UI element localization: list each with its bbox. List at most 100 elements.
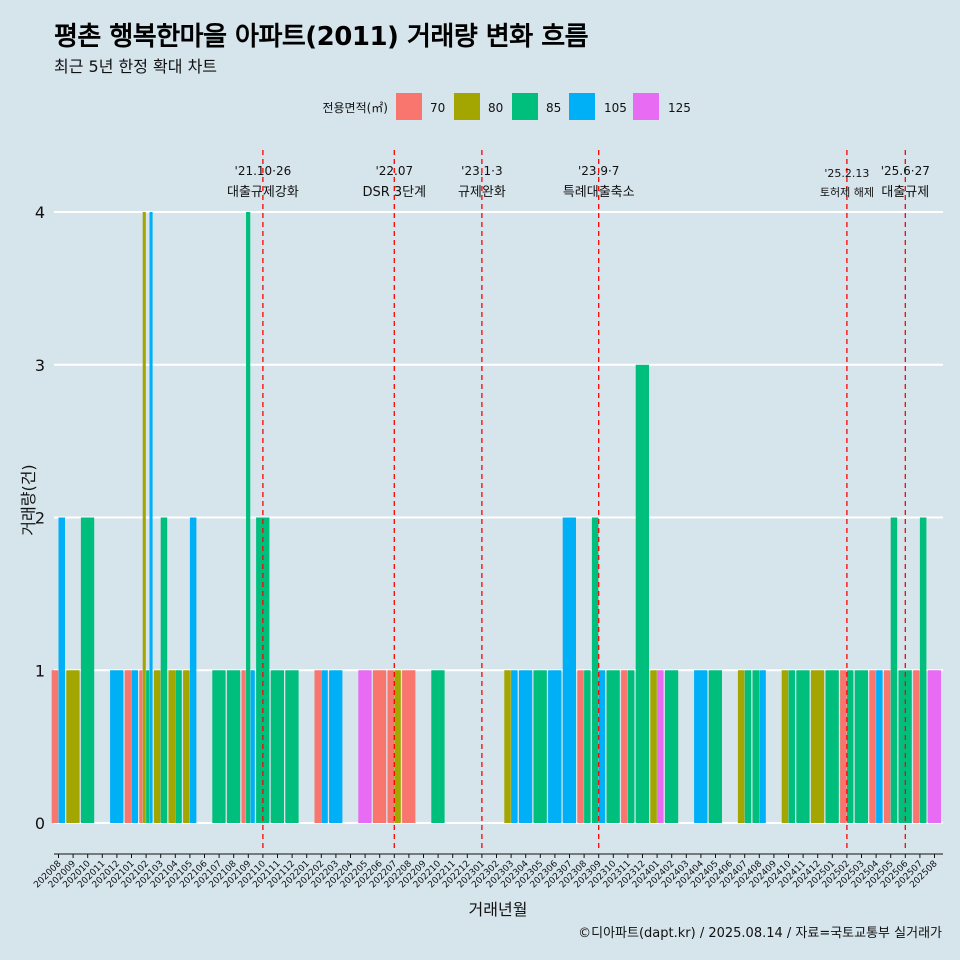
bar-202108-85: [226, 670, 241, 823]
chart-subtitle: 최근 5년 한정 확대 차트: [54, 57, 218, 76]
bar-202109-105: [250, 670, 255, 823]
bar-202308-70: [577, 670, 584, 823]
axes: 2020082020092020102020112020122021012021…: [19, 464, 943, 919]
bar-202407-85: [744, 670, 752, 823]
bar-202410-85: [788, 670, 795, 823]
bar-202102-70: [139, 670, 143, 823]
bar-202502-70: [840, 670, 847, 823]
y-tick-label: 2: [35, 509, 45, 528]
y-tick-label: 0: [35, 814, 45, 833]
bar-202112-85: [285, 670, 299, 823]
bar-202102-105: [149, 212, 153, 823]
bar-202103-85: [160, 517, 168, 823]
bar-202105-80: [183, 670, 190, 823]
bar-202404-105: [694, 670, 708, 823]
bar-202210-85: [431, 670, 445, 823]
bar-202410-80: [781, 670, 789, 823]
y-tick-label: 3: [35, 356, 45, 375]
bar-202304-105: [518, 670, 533, 823]
bar-202507-85: [919, 517, 927, 823]
bar-202009-80: [66, 670, 80, 823]
y-tick-label: 4: [35, 203, 45, 222]
bar-202311-85: [627, 670, 635, 823]
bar-202307-105: [562, 517, 576, 823]
legend-label-105: 105: [604, 101, 627, 115]
bar-202111-85: [270, 670, 284, 823]
bar-202308-85: [584, 670, 591, 823]
event-date-label: '21.10·26: [235, 164, 292, 178]
x-axis-title: 거래년월: [469, 900, 528, 919]
bar-202303-105: [511, 670, 518, 823]
bar-202508-125: [927, 670, 941, 823]
legend-swatch-80: [454, 93, 480, 120]
event-label: DSR 3단계: [362, 185, 426, 200]
event-date-label: '23.9·7: [578, 164, 619, 178]
bar-202208-70: [402, 670, 416, 823]
bar-202407-80: [737, 670, 745, 823]
bar-202402-85: [664, 670, 679, 823]
legend-swatch-85: [512, 93, 538, 120]
bar-202505-70: [883, 670, 891, 823]
event-date-label: '22.07: [375, 164, 413, 178]
bar-202504-105: [876, 670, 883, 823]
bar-202501-85: [825, 670, 839, 823]
bar-202102-85: [146, 670, 150, 823]
legend: 전용면적(㎡) 70 80 85 105 125: [322, 93, 691, 120]
legend-title: 전용면적(㎡): [322, 101, 388, 115]
bar-202109-85: [246, 212, 251, 823]
bar-202203-105: [329, 670, 343, 823]
bar-202408-105: [759, 670, 766, 823]
bar-202411-85: [796, 670, 810, 823]
source-caption: ©디아파트(dapt.kr) / 2025.08.14 / 자료=국토교통부 실…: [578, 926, 942, 941]
bar-202303-80: [504, 670, 511, 823]
bar-202102-80: [142, 212, 146, 823]
bar-202504-70: [869, 670, 876, 823]
bar-202309-85: [591, 517, 599, 823]
event-label: 특례대출축소: [563, 185, 635, 200]
bar-202405-85: [708, 670, 722, 823]
bar-202401-80: [650, 670, 657, 823]
event-label: 규제완화: [458, 185, 506, 200]
bar-202207-80: [394, 670, 401, 823]
event-date-label: '23.1·3: [461, 164, 502, 178]
bar-202503-85: [854, 670, 868, 823]
bar-202310-85: [606, 670, 620, 823]
legend-label-70: 70: [430, 101, 445, 115]
y-tick-label: 1: [35, 661, 45, 680]
bar-202408-85: [752, 670, 759, 823]
bar-202008-70: [51, 670, 59, 823]
bar-202008-105: [58, 517, 65, 823]
y-axis-title: 거래량(건): [19, 464, 38, 535]
bar-202312-85: [635, 364, 649, 823]
bar-202109-70: [241, 670, 246, 823]
bar-202311-70: [621, 670, 628, 823]
legend-label-85: 85: [546, 101, 561, 115]
chart-title: 평촌 행복한마을 아파트(2011) 거래량 변화 흐름: [54, 22, 589, 52]
legend-swatch-125: [633, 93, 659, 120]
event-date-label: '25.6·27: [881, 164, 930, 178]
bar-202101-105: [131, 670, 138, 823]
bar-202502-85: [846, 670, 854, 823]
bar-202507-70: [913, 670, 920, 823]
bar-202104-85: [175, 670, 182, 823]
event-markers: '21.10·26 대출규제강화 '22.07 DSR 3단계 '23.1·3 규제완화 '…: [227, 150, 930, 850]
event-label: 토허제 해제: [820, 185, 874, 199]
bar-202101-70: [124, 670, 132, 823]
bar-202412-80: [810, 670, 825, 823]
bar-202305-85: [533, 670, 547, 823]
bar-202107-85: [212, 670, 226, 823]
bar-202104-80: [168, 670, 175, 823]
legend-label-80: 80: [488, 101, 503, 115]
bar-202010-85: [80, 517, 95, 823]
legend-label-125: 125: [668, 101, 691, 115]
legend-swatch-105: [569, 93, 595, 120]
bar-202309-105: [598, 670, 606, 823]
bars: [51, 212, 941, 823]
event-label: 대출규제: [881, 185, 929, 200]
legend-swatch-70: [396, 93, 422, 120]
event-label: 대출규제강화: [227, 185, 299, 200]
bar-202306-105: [548, 670, 562, 823]
bar-202202-70: [314, 670, 321, 823]
bar-202105-105: [189, 517, 197, 823]
